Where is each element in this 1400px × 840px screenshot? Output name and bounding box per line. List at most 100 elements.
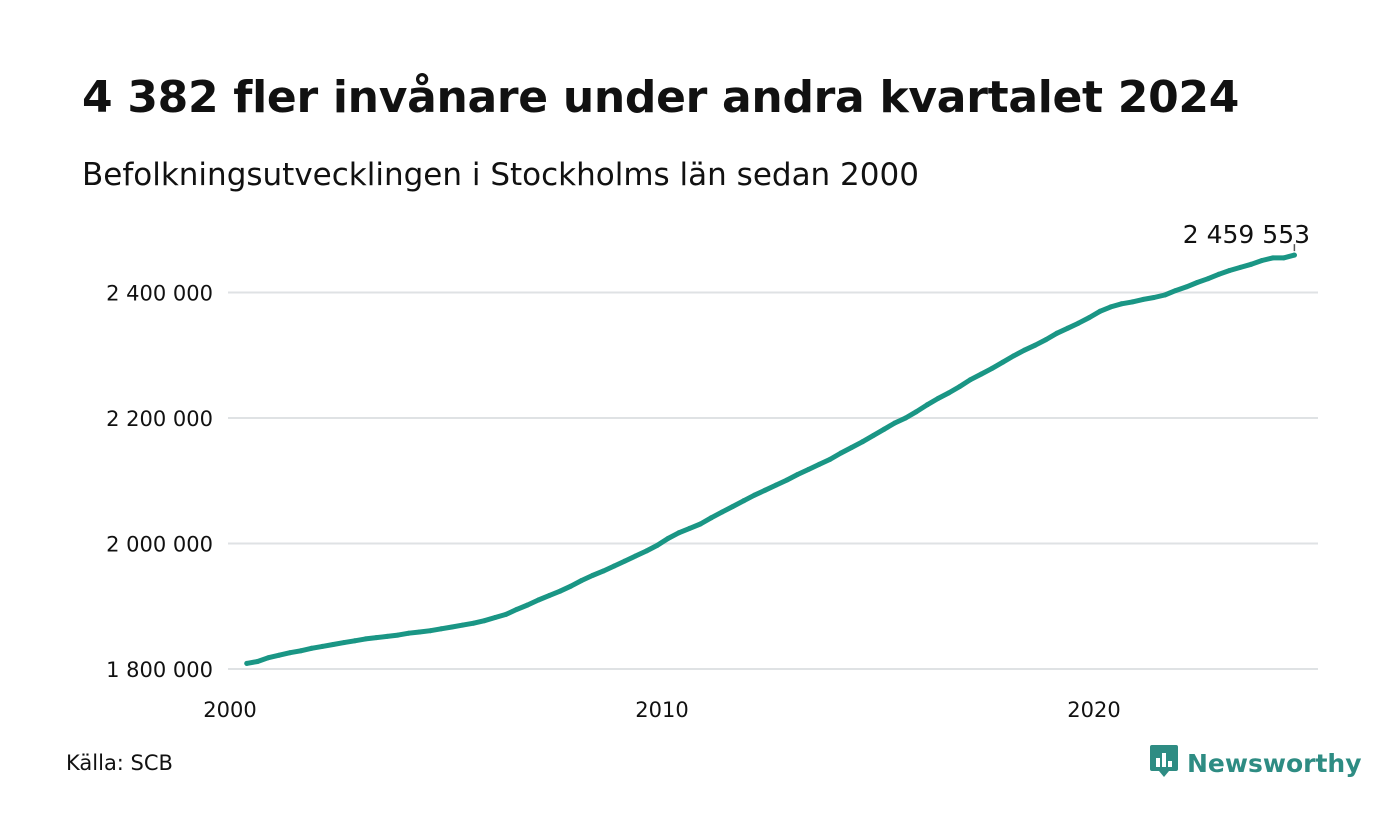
data-point [1000,359,1006,365]
data-point [773,482,779,488]
data-point [1011,353,1017,359]
data-point [503,611,509,617]
data-point [1119,301,1125,307]
data-point [741,498,747,504]
data-point [1162,292,1168,298]
data-point [967,377,973,383]
data-point [255,659,261,664]
data-point [978,371,984,377]
data-point [330,642,336,647]
data-point [611,563,617,569]
data-point [514,606,520,612]
series-layer [244,252,1297,666]
data-point [1227,268,1233,273]
data-point [676,530,682,536]
data-point [870,433,876,439]
data-point [406,630,412,636]
data-point [1151,295,1157,300]
data-point [557,588,563,594]
data-point [957,384,963,390]
data-point [525,602,531,608]
data-point [654,542,660,548]
data-point [352,638,358,644]
data-point [1281,255,1287,261]
x-tick-label: 2000 [203,698,256,722]
data-point [373,635,379,641]
data-point [1043,337,1049,343]
y-tick-label: 1 800 000 [106,658,213,682]
data-point [1097,308,1103,314]
data-point [1173,288,1179,294]
gridlines [228,291,1318,670]
data-point [341,640,347,646]
data-point [795,472,801,477]
data-point [438,626,444,632]
data-point [481,618,487,624]
chart-subtitle: Befolkningsutvecklingen i Stockholms län… [82,157,919,193]
data-point [827,456,833,462]
data-point [622,558,628,564]
data-point [471,620,477,626]
data-point [849,445,855,450]
data-point [697,521,703,527]
y-tick-label: 2 200 000 [106,407,213,431]
data-point [535,597,541,603]
data-point [881,426,887,432]
data-point [579,578,585,583]
data-point [633,553,639,559]
data-point [762,487,768,493]
data-point [417,629,423,635]
data-point [1216,271,1222,277]
data-point [924,402,930,408]
data-point [1054,330,1060,336]
data-point [589,573,595,578]
data-point [568,583,574,589]
data-point [859,439,865,445]
data-point [935,396,941,401]
x-axis-tick-labels: 2000 2010 2020 [203,698,1120,722]
data-point [309,645,315,651]
data-point [665,536,671,541]
data-point [903,415,909,421]
data-point [1259,258,1265,263]
newsworthy-logo[interactable]: Newsworthy [1149,744,1362,782]
chart-title: 4 382 fler invånare under andra kvartale… [82,72,1240,123]
data-point [265,655,271,661]
data-point [1140,296,1146,302]
data-point [643,548,649,554]
data-point [1086,315,1092,321]
end-value-label: 2 459 553 [1183,220,1310,249]
data-point [244,660,250,666]
annotation-layer: 2 459 553 [1183,220,1310,252]
data-point [1032,342,1038,348]
data-point [492,615,498,620]
data-point [687,525,693,531]
data-point [816,461,822,467]
y-tick-label: 2 000 000 [106,533,213,557]
x-tick-label: 2010 [635,698,688,722]
data-point [1065,325,1071,331]
data-point [1237,264,1243,270]
data-point [395,632,401,638]
newsworthy-brand-name: Newsworthy [1187,748,1362,778]
data-point [460,622,466,628]
data-point [276,652,282,658]
data-point [1108,304,1114,310]
data-point [989,365,995,371]
data-point [946,390,952,396]
data-point [449,624,455,630]
data-point [1205,276,1211,282]
data-point [1248,261,1254,267]
data-point [319,643,325,649]
data-point [805,467,811,472]
data-point [287,650,293,656]
data-point [751,492,757,498]
data-point [892,420,898,426]
series-line [244,252,1297,666]
data-point [427,628,433,634]
y-axis-tick-labels: 1 800 000 2 000 000 2 200 000 2 400 000 [106,282,213,683]
x-tick-label: 2020 [1067,698,1120,722]
data-point [1129,299,1135,305]
data-point [730,504,736,509]
